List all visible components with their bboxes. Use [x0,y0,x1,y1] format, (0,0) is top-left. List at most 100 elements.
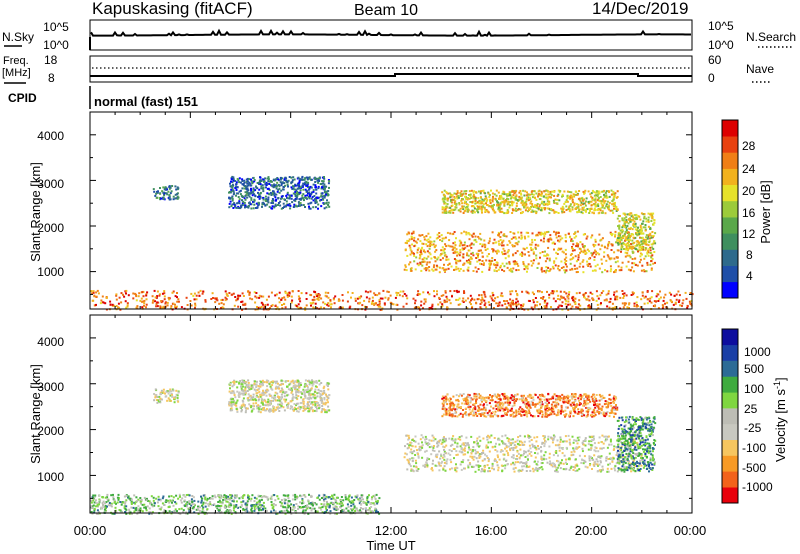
power-cell [639,236,641,239]
power-cell [521,211,524,214]
power-cell [586,208,589,211]
power-cell [112,304,115,307]
power-cell [464,299,467,302]
power-cell [548,259,551,262]
power-cell [524,190,527,193]
power-cell [465,233,468,236]
power-cell [445,197,448,200]
velocity-cell [197,507,199,510]
power-cell [598,192,601,195]
power-cell [548,200,550,203]
velocity-cell [149,511,152,514]
velocity-cell [224,498,226,501]
power-cell [139,299,142,302]
velocity-cell [360,496,363,499]
velocity-cell [217,501,220,503]
velocity-cell [277,382,279,385]
power-cell [458,202,461,204]
power-cell [293,188,296,191]
power-cell [625,226,628,229]
velocity-cell [350,496,353,499]
power-cell [640,232,643,235]
power-cell [446,203,449,206]
velocity-cell [339,501,342,503]
velocity-cell [226,497,229,500]
power-cell [498,209,501,212]
power-cell [614,208,617,210]
power-cell [446,300,448,303]
power-cell [350,296,352,299]
power-cell [653,219,656,222]
velocity-cell [171,501,173,504]
power-cell [100,299,103,302]
power-cell [605,203,608,206]
power-cell [304,188,307,191]
power-cell [485,209,488,211]
velocity-cell [91,505,94,508]
power-cell [678,299,681,302]
power-cell [572,256,575,259]
velocity-cell [279,406,282,409]
power-cell [634,222,637,225]
power-cell [358,297,361,300]
power-cell [270,305,273,307]
power-cell [606,254,609,257]
power-cell [140,297,143,300]
power-cell [314,181,317,183]
power-cell [317,294,320,297]
power-cell [288,196,291,199]
power-cell [427,255,430,258]
power-cell [328,186,330,189]
power-cell [476,256,479,259]
power-cell [436,233,439,236]
power-cell [327,304,330,307]
power-cell [425,267,428,269]
power-cell [479,196,482,199]
power-cell [631,266,634,269]
power-cell [623,295,625,297]
velocity-cell [246,500,249,503]
power-cell [573,236,576,239]
power-cell [506,210,509,213]
velocity-cell [335,509,338,511]
power-cell [250,203,253,206]
power-cell [661,304,664,307]
velocity-cell [299,501,301,504]
power-cell [493,238,496,241]
power-cell [520,201,523,204]
power-cell [410,238,413,241]
power-cell [323,196,326,199]
power-cell [484,246,487,249]
power-ytick-4000: 4000 [37,129,64,143]
power-cell [557,212,560,214]
velocity-cell [374,509,376,512]
velocity-cell [242,500,245,503]
power-cell [323,177,326,180]
power-cell [290,176,293,179]
power-cell [288,291,291,294]
power-cell [490,189,492,192]
power-cell [492,197,495,200]
power-cell [301,178,304,181]
power-cell [611,200,614,202]
power-cell [636,264,639,267]
power-cell [558,269,561,272]
power-cell [565,269,568,272]
power-cell [298,187,301,189]
power-cell [520,234,523,237]
power-cell [286,294,289,297]
power-cell [422,307,424,310]
velocity-cell [135,506,138,509]
power-cell [425,239,428,242]
velocity-cell [288,383,291,386]
power-cell [607,255,610,258]
velocity-cell [247,386,249,388]
velocity-cell [356,509,359,512]
velocity-cell [302,388,305,391]
velocity-cell [114,509,117,512]
power-cell [325,190,328,193]
power-cell [307,195,310,198]
power-cell [640,298,643,301]
power-cell [515,298,518,301]
power-cell [145,306,147,309]
